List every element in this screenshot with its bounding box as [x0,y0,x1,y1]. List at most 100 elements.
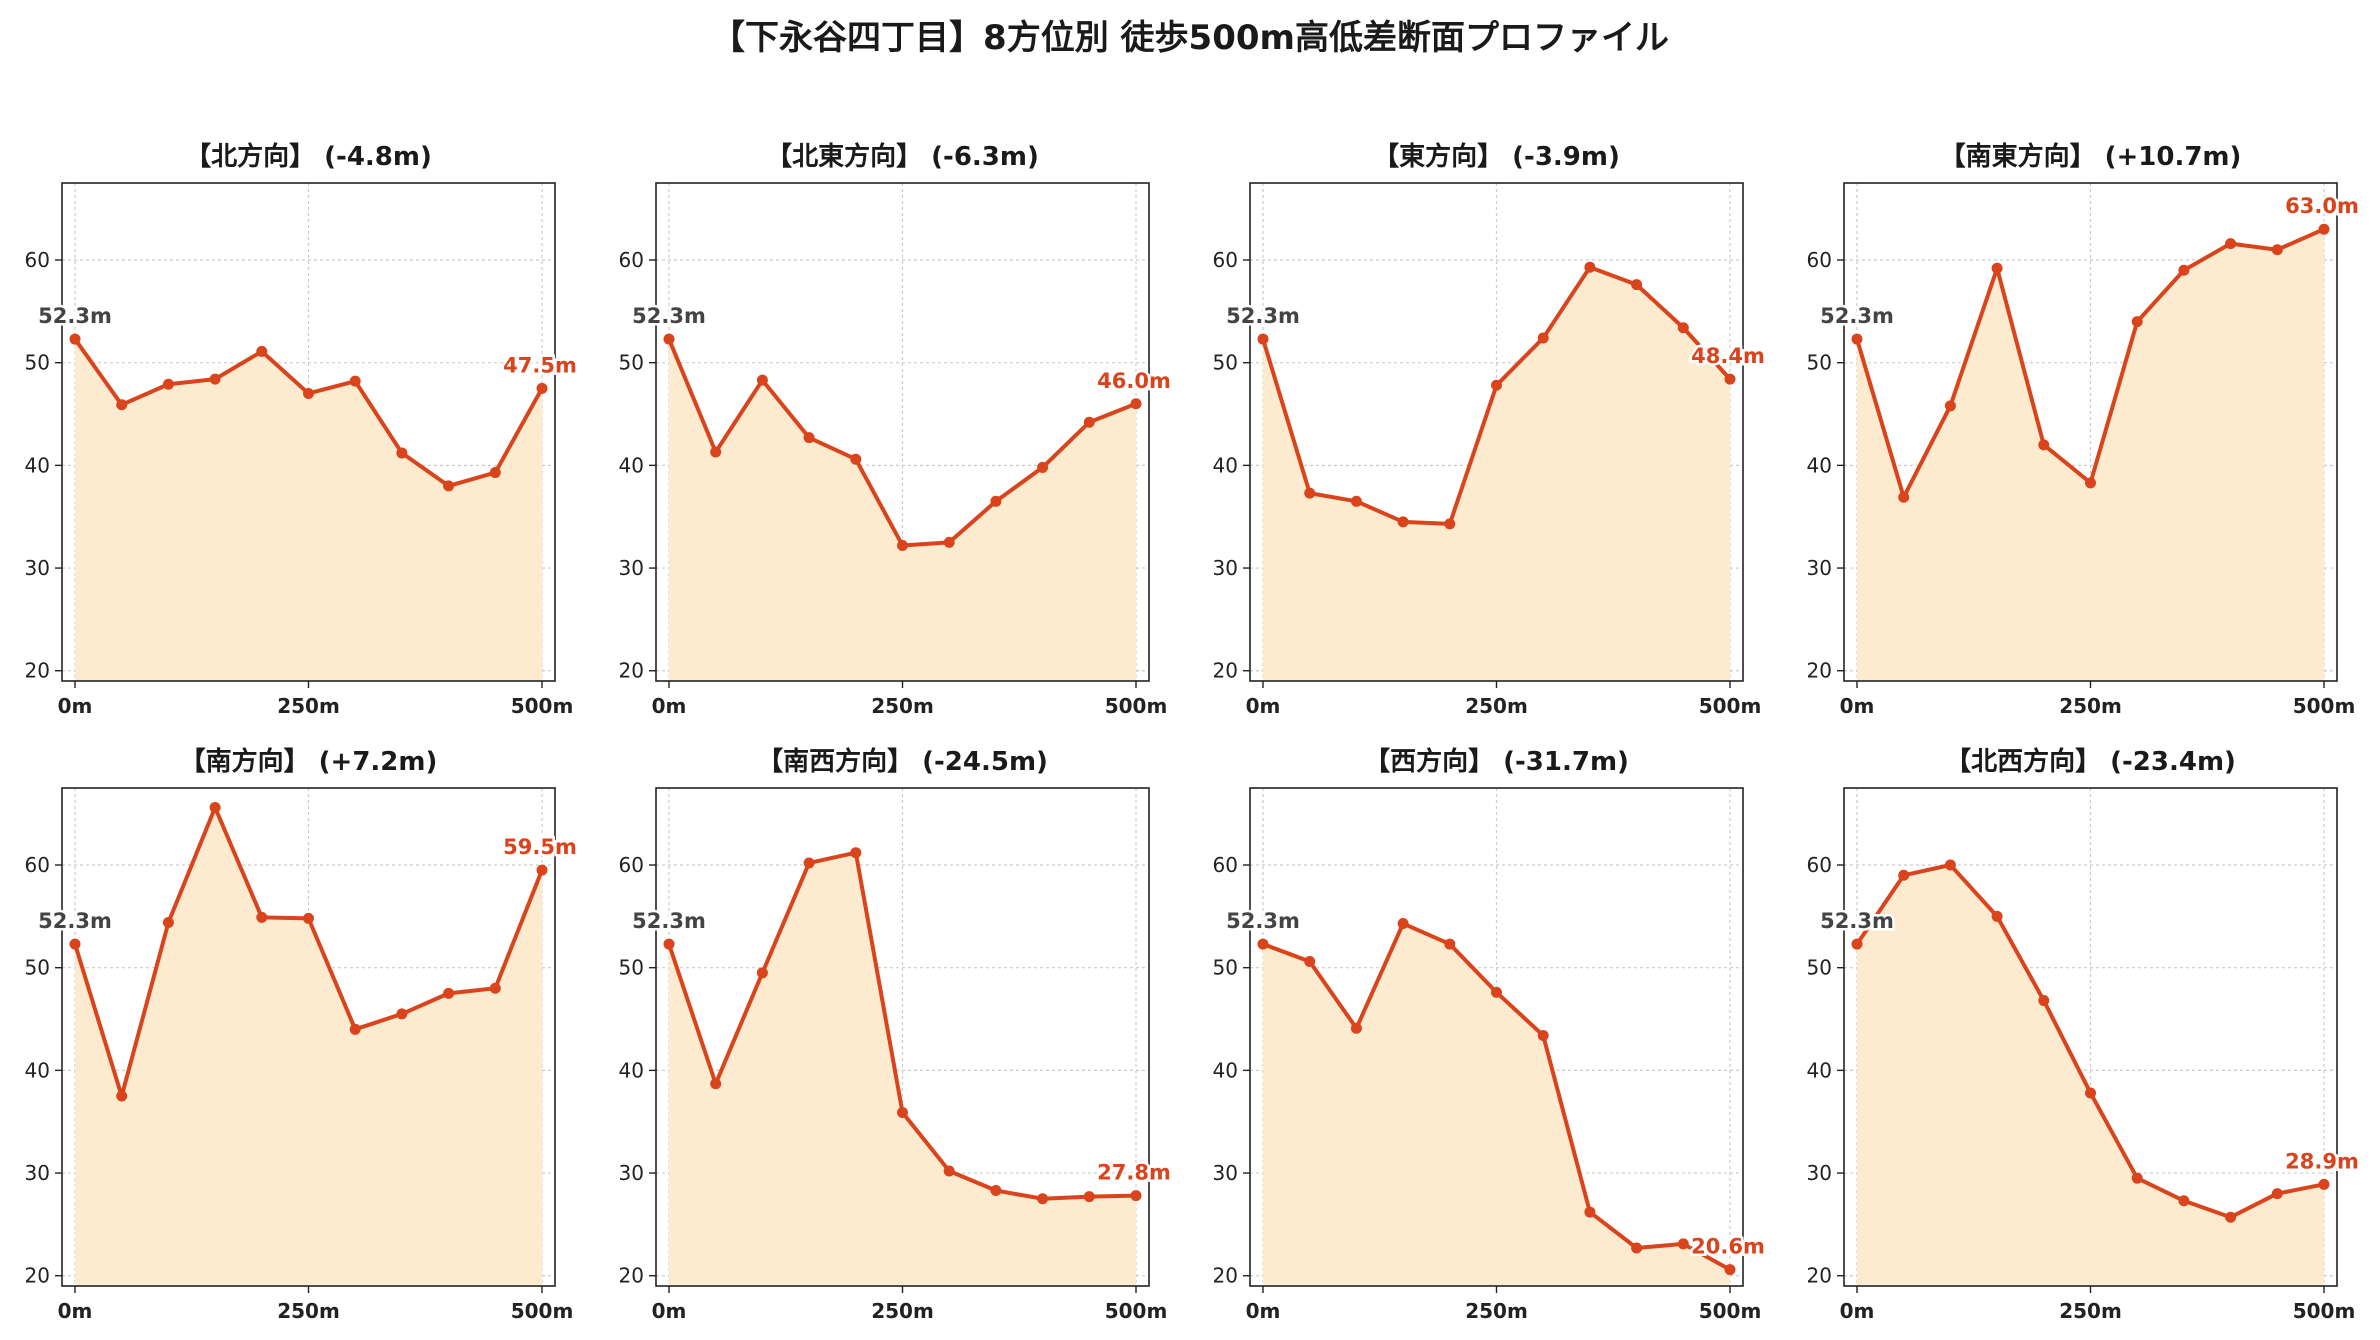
data-point [2131,316,2143,328]
x-tick-label: 250m [2059,694,2122,718]
start-elevation-label: 52.3m [1820,304,1894,328]
data-point [1304,956,1316,968]
data-point [489,982,501,994]
end-elevation-label: 27.8m [1097,1161,1171,1185]
x-tick-label: 0m [58,694,93,718]
start-elevation-label: 52.3m [1820,909,1894,933]
data-point [162,917,174,929]
y-tick-label: 60 [1213,853,1238,877]
direction-panel: 【北方向】 (-4.8m) 20 30 40 50 60 0m 250m 500m 52.3m 47… [25,141,580,718]
y-tick-label: 60 [619,853,644,877]
data-point [1537,332,1549,344]
x-tick-label: 0m [58,1299,93,1323]
direction-panel: 【南西方向】 (-24.5m) 20 30 40 50 60 0m 250m 500m 52.3m… [619,746,1174,1323]
data-point [303,912,314,924]
x-tick-label: 0m [652,1299,687,1323]
y-tick-label: 30 [1807,1161,1832,1185]
data-point [1130,1190,1142,1202]
x-tick-label: 250m [1465,1299,1528,1323]
data-point [756,374,768,386]
y-tick-label: 50 [1213,956,1238,980]
data-point [2085,1087,2096,1099]
data-point [209,373,221,385]
data-point [990,1185,1002,1197]
panel-title: 【北方向】 (-4.8m) [185,141,432,172]
start-elevation-label: 52.3m [632,304,706,328]
data-point [1851,333,1863,345]
panel-title: 【南西方向】 (-24.5m) [757,746,1048,777]
data-point [897,539,908,551]
data-point [1991,910,2003,922]
data-point [1257,333,1269,345]
y-tick-label: 30 [25,556,50,580]
data-point [536,382,548,394]
data-point [1350,1022,1362,1034]
data-point [710,1078,722,1090]
x-tick-label: 0m [1840,1299,1875,1323]
y-tick-label: 60 [1213,248,1238,272]
elevation-area [1263,923,1730,1286]
x-tick-label: 0m [1246,694,1281,718]
data-point [2178,1195,2190,1207]
data-point [2038,439,2050,451]
data-point [1537,1029,1549,1041]
data-point [1991,262,2003,274]
data-point [2318,1178,2330,1190]
data-point [1898,869,1910,881]
data-point [1130,398,1142,410]
data-point [897,1106,908,1118]
data-point [1677,322,1689,334]
y-tick-label: 30 [1807,556,1832,580]
data-point [2318,223,2330,235]
data-point [1677,1238,1689,1250]
data-point [1397,918,1409,930]
data-point [1444,938,1456,950]
y-tick-label: 50 [1213,351,1238,375]
x-tick-label: 0m [652,694,687,718]
y-tick-label: 60 [1807,248,1832,272]
data-point [803,857,815,869]
y-tick-label: 30 [619,1161,644,1185]
x-tick-label: 250m [2059,1299,2122,1323]
data-point [2131,1172,2143,1184]
data-point [2271,244,2283,256]
data-point [209,802,221,814]
y-tick-label: 50 [619,351,644,375]
x-tick-label: 250m [1465,694,1528,718]
direction-panel: 【北東方向】 (-6.3m) 20 30 40 50 60 0m 250m 500m 52.3m 4… [619,141,1174,718]
data-point [2271,1188,2283,1200]
data-point [1898,491,1910,503]
data-point [443,480,455,492]
data-point [1584,261,1596,273]
direction-panel: 【西方向】 (-31.7m) 20 30 40 50 60 0m 250m 500m 52.3m 2… [1213,746,1768,1323]
data-point [1724,1264,1736,1276]
x-tick-label: 0m [1246,1299,1281,1323]
data-point [1350,495,1362,507]
y-tick-label: 40 [1807,1058,1832,1082]
panel-title: 【南方向】 (+7.2m) [180,746,438,777]
data-point [116,1090,128,1102]
end-elevation-label: 59.5m [503,835,577,859]
panel-title: 【西方向】 (-31.7m) [1364,746,1629,777]
data-point [1631,1242,1643,1254]
data-point [943,536,955,548]
start-elevation-label: 52.3m [1226,909,1300,933]
y-tick-label: 30 [1213,1161,1238,1185]
page-title: 【下永谷四丁目】8方位別 徒歩500m高低差断面プロファイル [711,18,1669,58]
data-point [756,967,768,979]
y-tick-label: 40 [25,453,50,477]
x-tick-label: 500m [511,694,574,718]
y-tick-label: 20 [25,659,50,683]
elevation-area [669,852,1136,1286]
data-point [850,453,862,465]
data-point [2225,238,2237,250]
direction-panel: 【南東方向】 (+10.7m) 20 30 40 50 60 0m 250m 500m 52.3m… [1807,141,2362,718]
data-point [1304,487,1316,499]
data-point [990,495,1002,507]
y-tick-label: 20 [1807,1264,1832,1288]
data-point [1944,400,1956,412]
direction-panel: 【南方向】 (+7.2m) 20 30 40 50 60 0m 250m 500m 52.3m 59… [25,746,580,1323]
panel-title: 【南東方向】 (+10.7m) [1940,141,2242,172]
end-elevation-label: 28.9m [2285,1149,2359,1173]
data-point [396,1008,408,1020]
